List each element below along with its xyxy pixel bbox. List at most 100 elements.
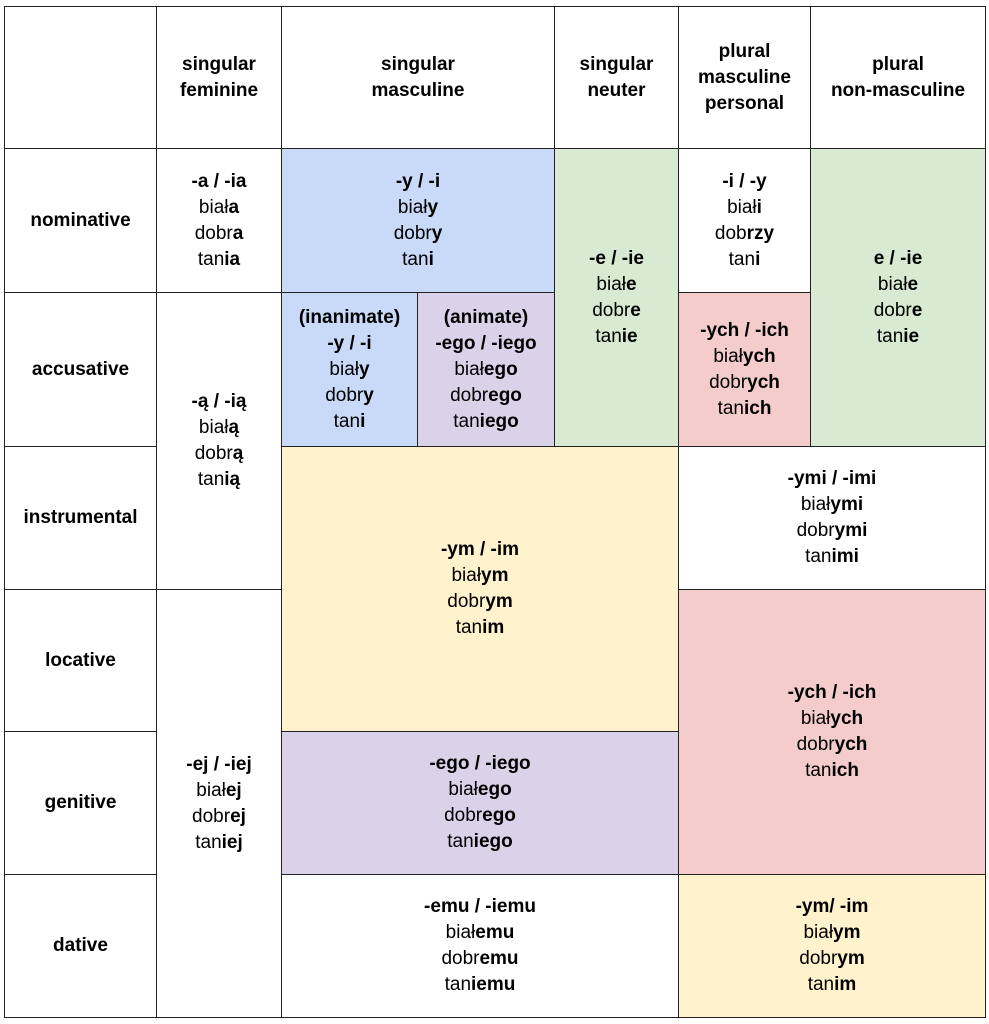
example-word: białymi — [800, 494, 864, 515]
example-word: dobrym — [799, 948, 865, 969]
example-word: dobrzy — [714, 222, 775, 244]
ending-label: -ym / -im — [440, 539, 520, 560]
animacy-note: (animate) — [443, 306, 529, 328]
example-word: białemu — [445, 922, 515, 943]
example-word: białego — [454, 358, 518, 380]
example-word: biały — [329, 358, 370, 380]
case-nominative: nominative — [4, 148, 157, 293]
ending-label: -ej / -iej — [186, 753, 252, 775]
ending-label: -e / -ie — [589, 247, 644, 269]
corner-cell — [4, 6, 157, 149]
example-word: taniemu — [444, 974, 516, 995]
example-word: dobremu — [441, 948, 519, 969]
ending-label: -ego / -iego — [435, 332, 537, 354]
ending-label: e / -ie — [873, 247, 923, 269]
cell-masc-neut-dative: -emu / -iemu białemu dobremu taniemu — [281, 874, 679, 1018]
row-accusative: accusative -ą / -ią białą dobrą tanią (inan… — [4, 292, 986, 590]
example-word: dobry — [325, 384, 374, 406]
example-word: dobrą — [194, 443, 244, 464]
animacy-note: (inanimate) — [298, 306, 401, 328]
example-word: białym — [803, 922, 861, 943]
example-word: taniego — [453, 410, 519, 432]
example-word: dobry — [393, 222, 443, 244]
example-word: białe — [877, 273, 919, 295]
header-singular-masculine: singular masculine — [281, 6, 555, 149]
example-word: białi — [727, 196, 762, 218]
ending-label: -i / -y — [722, 170, 767, 192]
example-word: biała — [198, 196, 240, 218]
cell-masc-neut-ins-loc: -ym / -im białym dobrym tanim — [281, 446, 679, 732]
example-word: tanim — [807, 974, 857, 995]
example-word: biały — [397, 196, 439, 218]
cell-masc-acc-inanimate: (inanimate) -y / -i biały dobry tani — [281, 292, 418, 447]
cell-masc-nominative: -y / -i biały dobry tani — [281, 148, 555, 293]
cell-masc-neut-genitive: -ego / -iego białego dobrego taniego — [281, 731, 679, 875]
example-word: tanie — [595, 325, 638, 347]
example-word: białych — [713, 345, 776, 367]
header-singular-neuter: singular neuter — [554, 6, 679, 149]
cell-fem-acc-ins: -ą / -ią białą dobrą tanią — [156, 292, 282, 590]
ending-label: -y / -i — [395, 170, 441, 192]
example-word: tanich — [805, 760, 859, 781]
example-word: tania — [197, 248, 241, 270]
example-word: tanim — [455, 617, 505, 638]
header-singular-feminine: singular feminine — [156, 6, 282, 149]
example-word: tanią — [197, 469, 241, 490]
case-instrumental: instrumental — [4, 446, 157, 590]
cell-plmp-nominative: -i / -y białi dobrzy tani — [678, 148, 811, 293]
row-dative: dative -emu / -iemu białemu dobremu taniemu… — [4, 874, 986, 1018]
example-word: dobrych — [709, 371, 780, 393]
cell-plmp-accusative: -ych / -ich białych dobrych tanich — [678, 292, 811, 447]
row-nominative: nominative -a / -ia biała dobra tania -y / … — [4, 148, 986, 447]
example-word: dobrej — [192, 805, 246, 827]
ending-label: -ych / -ich — [787, 682, 877, 703]
cell-pln-nom-acc: e / -ie białe dobre tanie — [810, 148, 986, 447]
ending-label: -emu / -iemu — [424, 896, 536, 917]
example-word: tanie — [876, 325, 920, 347]
case-locative: locative — [4, 589, 157, 732]
example-word: białej — [196, 779, 242, 801]
ending-label: -ymi / -imi — [787, 468, 877, 489]
ending-label: -ych / -ich — [700, 319, 789, 341]
ending-label: -ą / -ią — [191, 391, 247, 412]
cell-masc-acc-animate: (animate) -ego / -iego białego dobrego tanie… — [417, 292, 555, 447]
example-word: taniego — [447, 831, 513, 852]
declension-table: singular feminine singular masculine singu… — [4, 6, 986, 1018]
example-word: białe — [596, 273, 637, 295]
case-accusative: accusative — [4, 292, 157, 447]
case-dative: dative — [4, 874, 157, 1018]
case-genitive: genitive — [4, 731, 157, 875]
example-word: dobrym — [447, 591, 513, 612]
example-word: białych — [800, 708, 864, 729]
cell-pl-instrumental: -ymi / -imi białymi dobrymi tanimi — [678, 446, 986, 590]
example-word: tanich — [717, 397, 772, 419]
example-word: dobra — [194, 222, 244, 244]
cell-fem-loc-gen-dat: -ej / -iej białej dobrej taniej — [156, 589, 282, 1018]
cell-pl-dative: -ym/ -im białym dobrym tanim — [678, 874, 986, 1018]
cell-fem-nominative: -a / -ia biała dobra tania — [156, 148, 282, 293]
example-word: dobrych — [796, 734, 868, 755]
cell-neut-nom-acc: -e / -ie białe dobre tanie — [554, 148, 679, 447]
header-plural-masculine-personal: plural masculine personal — [678, 6, 811, 149]
example-word: dobre — [873, 299, 923, 321]
header-row: singular feminine singular masculine singu… — [4, 6, 986, 149]
example-word: białą — [198, 417, 240, 438]
example-word: białego — [448, 779, 512, 800]
row-locative: locative -ej / -iej białej dobrej taniej -y… — [4, 589, 986, 1018]
example-word: tanimi — [805, 546, 859, 567]
example-word: dobrego — [444, 805, 516, 826]
example-word: dobre — [592, 299, 641, 321]
example-word: tani — [728, 248, 761, 270]
example-word: tani — [402, 248, 434, 270]
example-word: dobrego — [450, 384, 522, 406]
example-word: białym — [451, 565, 509, 586]
ending-label: -y / -i — [327, 332, 372, 354]
cell-pl-loc-gen: -ych / -ich białych dobrych tanich — [678, 589, 986, 875]
header-plural-non-masculine: plural non-masculine — [810, 6, 986, 149]
example-word: tani — [333, 410, 366, 432]
ending-label: -ym/ -im — [795, 896, 869, 917]
example-word: dobrymi — [796, 520, 868, 541]
ending-label: -a / -ia — [191, 170, 247, 192]
row-instrumental: instrumental -ym / -im białym dobrym tanim … — [4, 446, 986, 732]
ending-label: -ego / -iego — [429, 753, 531, 774]
